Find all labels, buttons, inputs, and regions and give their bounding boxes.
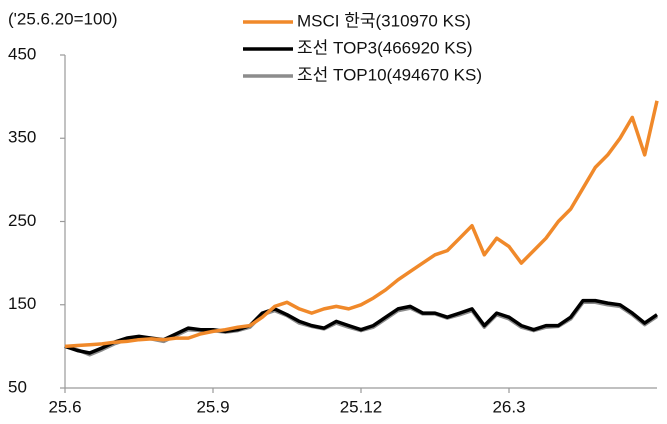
- legend-label: MSCI 한국(310970 KS): [297, 11, 471, 30]
- x-tick-label: 26.3: [492, 397, 525, 416]
- x-tick-label: 25.6: [48, 397, 81, 416]
- y-tick-label: 450: [8, 44, 36, 63]
- x-tick-label: 25.9: [196, 397, 229, 416]
- y-tick-label: 150: [8, 294, 36, 313]
- series-line: [64, 298, 658, 355]
- legend-label: 조선 TOP3(466920 KS): [297, 38, 473, 57]
- x-tick-label: 25.12: [340, 397, 383, 416]
- series-line: [64, 100, 659, 349]
- y-tick-label: 350: [8, 128, 36, 147]
- legend-label: 조선 TOP10(494670 KS): [297, 65, 482, 84]
- y-tick-label: 250: [8, 211, 36, 230]
- y-axis-label: ('25.6.20=100): [8, 9, 118, 28]
- y-tick-label: 50: [8, 377, 27, 396]
